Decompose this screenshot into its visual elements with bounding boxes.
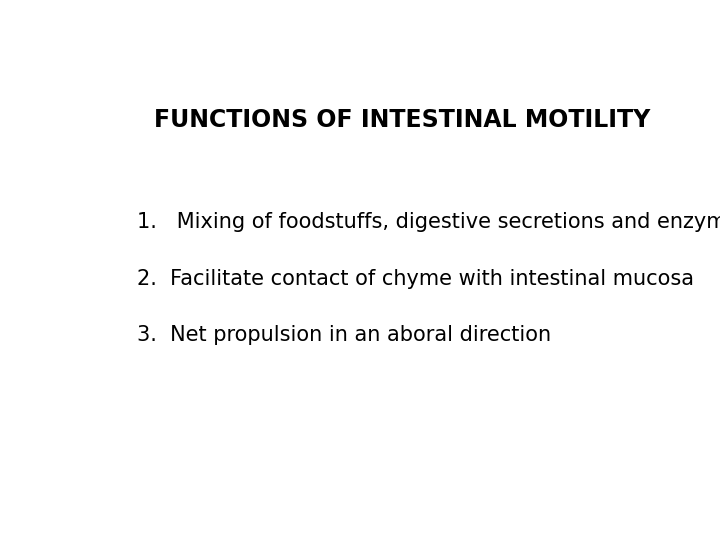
Text: FUNCTIONS OF INTESTINAL MOTILITY: FUNCTIONS OF INTESTINAL MOTILITY — [154, 109, 651, 132]
Text: 1.   Mixing of foodstuffs, digestive secretions and enzymes: 1. Mixing of foodstuffs, digestive secre… — [138, 212, 720, 232]
Text: 3.  Net propulsion in an aboral direction: 3. Net propulsion in an aboral direction — [138, 325, 552, 345]
Text: 2.  Facilitate contact of chyme with intestinal mucosa: 2. Facilitate contact of chyme with inte… — [138, 268, 694, 288]
